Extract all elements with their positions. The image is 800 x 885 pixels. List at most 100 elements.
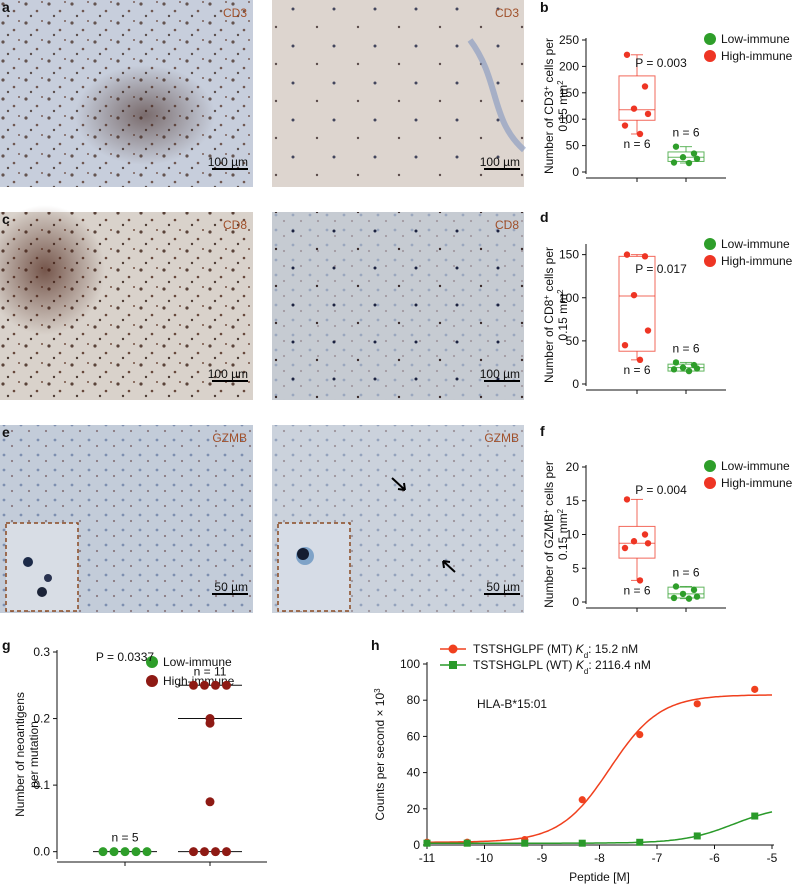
legend-label-part: d [584, 651, 588, 660]
point [98, 847, 108, 857]
point [211, 847, 220, 857]
x-tick-label: -5 [767, 851, 778, 865]
point [189, 680, 198, 690]
n-label: n = 6 [672, 341, 699, 355]
y-axis-label-part: cells per [542, 461, 556, 509]
point [672, 143, 680, 150]
x-axis-label: Peptide [M] [569, 870, 630, 884]
y-axis-label: 0.15 mm2 [556, 508, 571, 560]
panel-letter: e [2, 424, 10, 440]
y-axis-label-part: + [542, 86, 551, 91]
y-axis-label-part: per mutation [27, 721, 41, 788]
point [641, 531, 649, 538]
point [463, 839, 471, 847]
point [222, 847, 231, 857]
point [200, 847, 209, 857]
legend-label-part: TSTSHGLPL (WT) [473, 658, 576, 672]
inset [5, 522, 79, 612]
scale-label: 50 µm [214, 580, 248, 594]
y-axis-label-part: Counts per second × 10 [373, 693, 387, 821]
point [679, 154, 687, 161]
y-axis-label-part: 3 [373, 688, 382, 693]
point [644, 327, 652, 334]
y-tick-label: 5 [572, 561, 579, 575]
scale-label: 100 µm [208, 155, 248, 169]
y-axis-label: Counts per second × 103 [373, 688, 388, 821]
box [618, 525, 656, 559]
y-axis-label-part: cells per [542, 38, 556, 86]
panel-letter: d [540, 209, 549, 225]
y-axis-label: Number of CD8+ cells per [542, 247, 557, 383]
legend-label: Low-immune [163, 655, 232, 669]
micrographs [0, 0, 527, 613]
legend-label: High-immune [721, 254, 793, 268]
point [641, 83, 649, 90]
annotation: P = 0.004 [635, 483, 687, 497]
point [423, 839, 431, 847]
y-axis-label-part: 2 [556, 289, 565, 294]
point [621, 341, 629, 349]
point [630, 105, 638, 112]
y-axis-label-part: Number of GZMB [542, 514, 556, 608]
y-tick-label: 150 [559, 86, 579, 100]
legend-marker [449, 661, 457, 669]
point [751, 685, 759, 693]
point [211, 680, 220, 690]
y-axis-label-part: 0.15 mm [556, 85, 570, 132]
point [690, 150, 698, 157]
stain-label: CD3 [495, 6, 519, 20]
panel-letter: b [540, 0, 549, 15]
point [670, 159, 678, 166]
stain-label: CD3 [223, 6, 247, 20]
y-axis-label-part: cells per [542, 247, 556, 295]
y-tick-label: 50 [566, 334, 580, 348]
legend-marker [704, 238, 716, 250]
y-tick-label: 20 [566, 460, 580, 474]
panel-letter: a [2, 0, 10, 15]
point [672, 583, 680, 590]
y-tick-label: 60 [407, 729, 421, 743]
point [200, 680, 209, 690]
point [685, 159, 693, 167]
stain-label: GZMB [212, 431, 247, 445]
point [623, 251, 631, 258]
n-label: n = 5 [111, 831, 138, 845]
arrow [442, 560, 456, 573]
y-axis-label: 0.15 mm2 [556, 289, 571, 341]
legend-marker [704, 255, 716, 267]
point [690, 586, 698, 594]
scale-label: 100 µm [480, 155, 520, 169]
n-label: n = 6 [623, 363, 650, 377]
point [621, 122, 629, 129]
point [630, 538, 638, 545]
y-tick-label: 0 [572, 165, 579, 179]
y-tick-label: 0 [572, 595, 579, 609]
point [751, 812, 759, 820]
legend-label: TSTSHGLPF (MT) Kd: 15.2 nM [473, 642, 638, 660]
legend-label: TSTSHGLPL (WT) Kd: 2116.4 nM [473, 658, 651, 676]
y-axis-label: Number of neoantigens [13, 692, 27, 817]
y-tick-label: 200 [559, 59, 579, 73]
box [618, 75, 656, 121]
panel-letter: h [371, 637, 380, 653]
panel-letter: c [2, 211, 10, 227]
y-axis-label-part: 2 [556, 80, 565, 85]
n-label: n = 6 [623, 583, 650, 597]
legend-label: Low-immune [721, 237, 790, 251]
legend-label: High-immune [721, 49, 793, 63]
point [693, 365, 701, 372]
point [636, 730, 644, 739]
y-axis-label-part: Number of neoantigens [13, 692, 27, 817]
x-tick-label: -6 [709, 851, 720, 865]
y-tick-label: 0.2 [33, 712, 50, 726]
fit-curve [427, 811, 773, 844]
legend-marker [146, 675, 158, 687]
scale-label: 100 µm [208, 367, 248, 381]
point [672, 359, 680, 366]
legend-label-part: : 2116.4 nM [588, 658, 650, 672]
legend-label: Low-immune [721, 459, 790, 473]
y-tick-label: 20 [407, 802, 421, 816]
point [636, 130, 644, 138]
point [623, 51, 631, 58]
y-tick-label: 0.1 [33, 778, 50, 792]
